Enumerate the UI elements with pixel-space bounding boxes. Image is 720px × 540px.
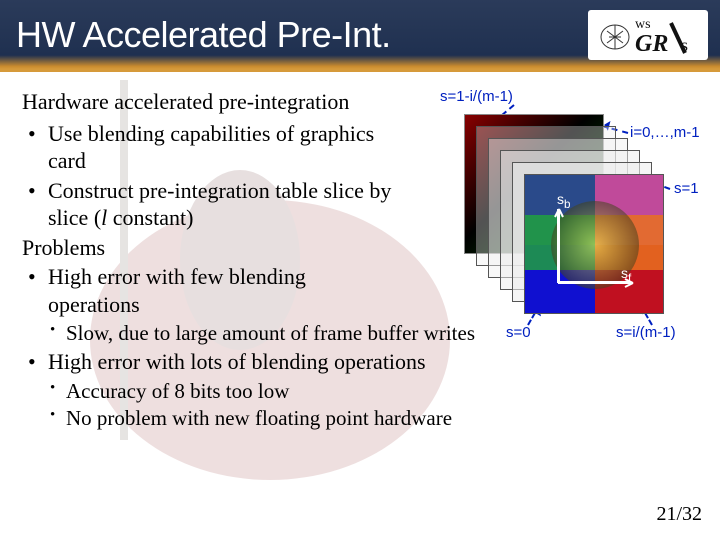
axis-box: sb sf (557, 209, 631, 283)
bullet-item: Construct pre-integration table slice by… (22, 177, 402, 232)
front-slice: sb sf (524, 174, 664, 314)
sub-bullet-item: No problem with new floating point hardw… (22, 405, 698, 431)
diagram-label: s=0 (506, 324, 531, 341)
bullet-item: High error with lots of blending operati… (22, 348, 698, 376)
slide-title: HW Accelerated Pre-Int. (16, 14, 391, 56)
bullet-item: High error with few blending operations (22, 263, 402, 318)
slice-diagram: s=1-i/(m-1) i=0,…,m-1 s=1 s=0 s=i/(m-1) (444, 88, 714, 348)
logo-text-ws: ws (635, 17, 651, 32)
diagram-label: i=0,…,m-1 (630, 124, 700, 141)
bullet-item: Use blending capabilities of graphics ca… (22, 120, 402, 175)
diagram-label: s=i/(m-1) (616, 324, 676, 341)
slide-header: HW Accelerated Pre-Int. ws GR s (0, 0, 720, 72)
logo: ws GR s (588, 10, 708, 60)
diagram-label: s=1 (674, 180, 699, 197)
sub-bullet-item: Accuracy of 8 bits too low (22, 378, 698, 404)
diagram-label: s=1-i/(m-1) (440, 88, 513, 105)
page-number: 21/32 (656, 503, 702, 526)
svg-text:GR: GR (635, 31, 668, 57)
